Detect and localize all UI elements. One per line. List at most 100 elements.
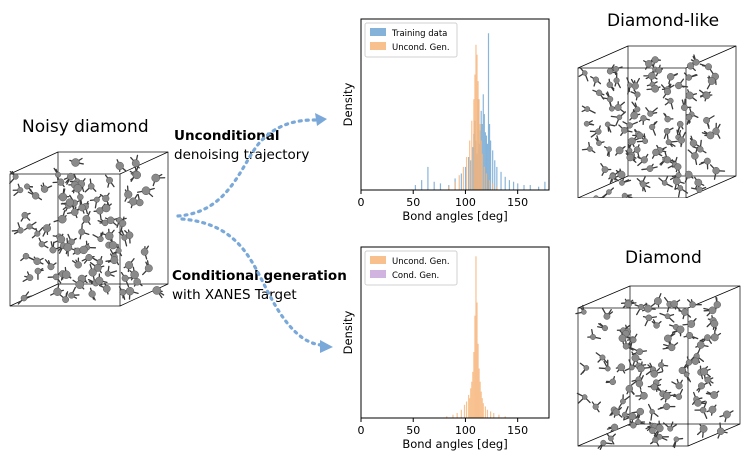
atom: [675, 382, 683, 390]
hist-bar: [456, 413, 458, 418]
x-tick-label: 50: [406, 196, 420, 209]
hist-bar: [480, 391, 482, 418]
atoms: [581, 297, 731, 446]
hist-bar: [465, 401, 468, 418]
atom: [708, 306, 717, 315]
x-axis-label: Bond angles [deg]: [402, 437, 507, 451]
atom: [649, 123, 656, 131]
atom: [647, 110, 654, 117]
atom: [144, 264, 153, 273]
atom: [653, 322, 660, 329]
noisy-diamond-structure: [9, 151, 169, 307]
atom: [97, 235, 104, 243]
atom: [593, 195, 599, 198]
hist-bar: [470, 388, 472, 418]
atom: [664, 115, 671, 123]
atom: [93, 196, 100, 203]
atom: [57, 178, 65, 186]
atom: [670, 300, 678, 308]
hist-bar: [471, 381, 473, 418]
x-tick-label: 50: [406, 424, 420, 437]
legend-label: Training data: [391, 29, 447, 39]
atom: [680, 104, 688, 111]
atom: [655, 67, 663, 74]
hist-bar: [480, 140, 482, 190]
atom: [696, 341, 705, 349]
unconditional-arrow: [176, 118, 318, 218]
hist-bar: [479, 381, 481, 418]
atom: [125, 231, 134, 239]
atom: [627, 137, 636, 146]
atom: [583, 120, 590, 127]
hist-bar: [504, 176, 506, 190]
atom: [133, 278, 141, 286]
legend-swatch: [370, 256, 386, 264]
hist-bar: [468, 394, 470, 418]
unit-cell-box: [577, 45, 737, 198]
atom: [57, 235, 66, 244]
unconditional-desc: denoising trajectory: [174, 147, 310, 163]
hist-bar: [474, 74, 476, 190]
atom: [631, 82, 639, 90]
atom: [118, 219, 127, 228]
atom: [673, 436, 680, 443]
atom: [704, 376, 712, 384]
atom: [129, 197, 138, 206]
atom: [606, 68, 614, 75]
atom: [73, 184, 83, 193]
atom: [630, 336, 637, 344]
atom: [685, 74, 693, 81]
atom: [22, 252, 30, 260]
hist-bar: [462, 166, 465, 190]
atom: [38, 241, 45, 248]
atom: [710, 391, 719, 399]
atom: [658, 362, 665, 369]
atom: [77, 193, 84, 201]
atom: [618, 334, 627, 343]
hist-bar: [471, 120, 473, 190]
hist-bar: [485, 135, 488, 190]
atom: [663, 88, 672, 96]
hist-bar: [538, 186, 540, 190]
atom: [601, 166, 609, 173]
hist-bar: [479, 124, 481, 190]
atom: [689, 139, 698, 147]
atom: [696, 145, 704, 153]
atom: [625, 384, 634, 393]
atom: [615, 146, 624, 155]
conditional-arrowhead: [320, 340, 333, 353]
atom: [606, 189, 612, 195]
atom: [634, 106, 641, 113]
atom: [683, 371, 690, 378]
atom: [710, 333, 719, 342]
atom: [662, 392, 671, 400]
atom: [130, 270, 139, 280]
atom: [672, 177, 681, 185]
hist-bar: [523, 185, 525, 190]
hist-bar: [482, 94, 484, 190]
atom: [102, 284, 111, 293]
atom: [621, 192, 628, 198]
x-tick-label: 150: [507, 424, 528, 437]
legend-swatch: [370, 270, 386, 278]
atom: [606, 81, 613, 88]
hist-bar: [496, 186, 498, 190]
atom: [678, 366, 686, 375]
hist-bar: [486, 143, 489, 190]
hist-bar: [478, 99, 480, 190]
x-axis-label: Bond angles [deg]: [402, 209, 507, 223]
atom: [710, 319, 719, 328]
hist-bar: [489, 140, 492, 190]
hist-bar: [476, 302, 478, 418]
atom: [95, 276, 104, 285]
unconditional-bold: Unconditional: [174, 128, 280, 144]
atom: [596, 140, 602, 147]
atom: [634, 91, 641, 98]
atom: [151, 173, 160, 183]
atom: [595, 128, 602, 135]
atom: [640, 181, 647, 188]
atom: [106, 216, 115, 225]
atom: [637, 303, 645, 311]
atom: [20, 294, 28, 302]
